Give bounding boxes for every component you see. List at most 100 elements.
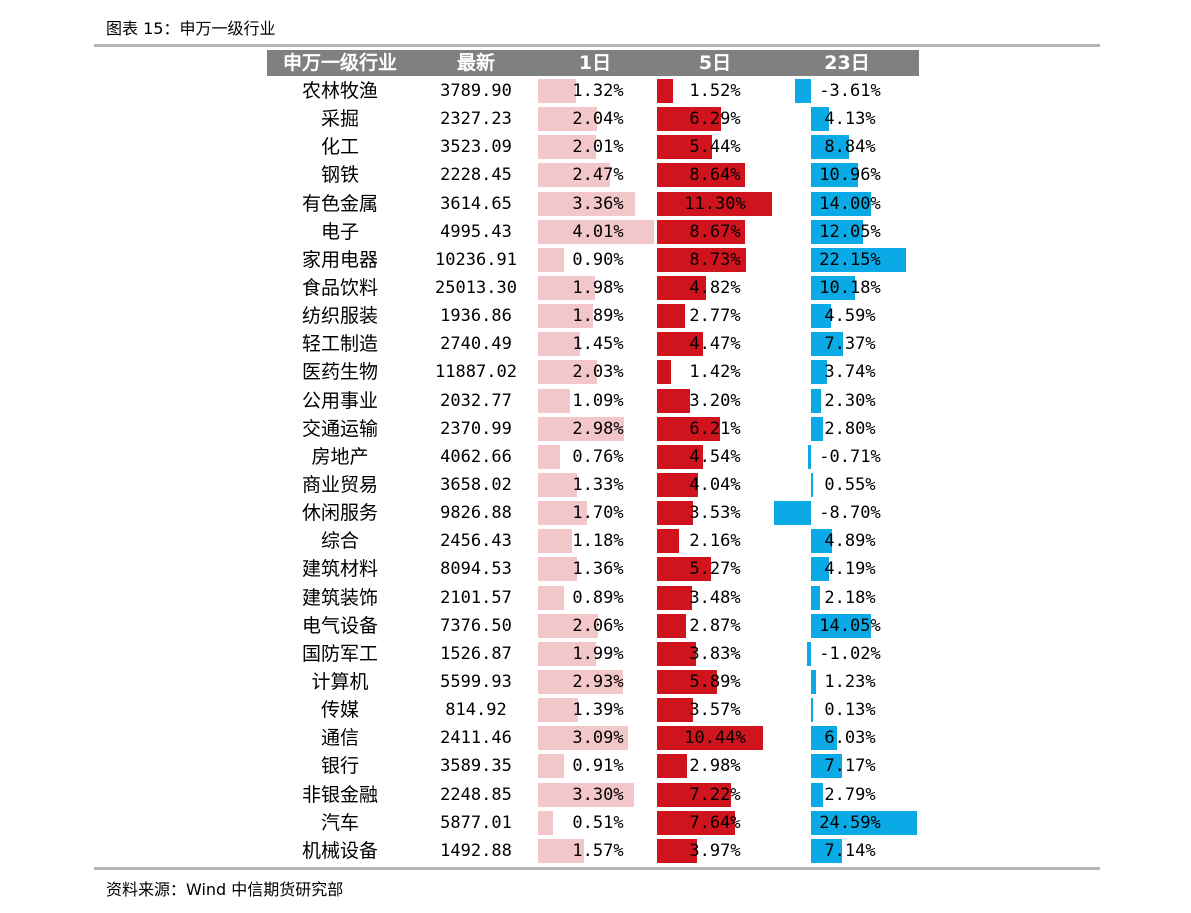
change-1d: 1.99% [572, 643, 624, 664]
bar-5d [657, 304, 686, 329]
bar-5d [657, 107, 722, 132]
latest-value: 2228.45 [440, 165, 512, 186]
bar-5d [657, 557, 711, 582]
top-rule [94, 44, 1100, 47]
latest-value: 3789.90 [440, 81, 512, 101]
change-23d: 10.96% [819, 165, 881, 186]
industry-name: 银行 [320, 755, 359, 778]
table-row: 纺织服装 1936.86 1.89% 2.77% 4.59% [0, 302, 1191, 330]
change-5d: 3.53% [689, 503, 741, 524]
latest-value: 10236.91 [435, 249, 517, 270]
industry-name: 公用事业 [301, 389, 378, 412]
table-row: 建筑装饰 2101.57 0.89% 3.48% 2.18% [0, 584, 1191, 612]
industry-name: 钢铁 [320, 164, 359, 187]
table-row: 农林牧渔 3789.90 1.32% 1.52% -3.61% [0, 77, 1191, 105]
bar-5d [657, 754, 688, 779]
bar-1d [538, 641, 596, 666]
table-row: 采掘 2327.23 2.04% 6.29% 4.13% [0, 105, 1191, 133]
bar-5d [657, 585, 693, 610]
change-1d: 1.32% [572, 81, 624, 101]
bar-5d [657, 416, 721, 441]
change-1d: 3.09% [572, 728, 624, 749]
latest-value: 3614.65 [440, 193, 512, 214]
latest-value: 5877.01 [440, 812, 512, 833]
bar-23d [811, 754, 842, 779]
table-row: 交通运输 2370.99 2.98% 6.21% 2.80% [0, 415, 1191, 443]
bar-5d [657, 163, 746, 188]
change-5d: 4.04% [689, 474, 741, 495]
latest-value: 2411.46 [440, 728, 512, 749]
bar-1d [538, 472, 577, 497]
table-row: 食品饮料 25013.30 1.98% 4.82% 10.18% [0, 274, 1191, 302]
table-row: 公用事业 2032.77 1.09% 3.20% 2.30% [0, 387, 1191, 415]
change-23d: 7.14% [824, 840, 876, 861]
table-row: 钢铁 2228.45 2.47% 8.64% 10.96% [0, 161, 1191, 189]
latest-value: 9826.88 [440, 503, 512, 524]
bar-23d [811, 191, 872, 216]
change-5d: 11.30% [684, 193, 746, 214]
change-1d: 1.18% [572, 531, 624, 552]
bar-5d [657, 698, 694, 723]
bar-23d [811, 135, 849, 160]
bar-5d [657, 360, 672, 385]
latest-value: 3523.09 [440, 137, 512, 158]
industry-name: 交通运输 [301, 417, 378, 440]
bar-1d [538, 79, 577, 103]
bar-1d [538, 838, 584, 863]
table-row: 休闲服务 9826.88 1.70% 3.53% -8.70% [0, 499, 1191, 527]
industry-name: 汽车 [320, 811, 359, 834]
header-latest: 最新 [456, 52, 495, 74]
latest-value: 4995.43 [440, 221, 512, 242]
change-1d: 1.39% [572, 700, 624, 721]
change-1d: 0.89% [572, 587, 624, 608]
change-23d: 0.55% [824, 474, 876, 495]
table-row: 银行 3589.35 0.91% 2.98% 7.17% [0, 752, 1191, 780]
table-row: 机械设备 1492.88 1.57% 3.97% 7.14% [0, 837, 1191, 865]
bar-23d [811, 163, 859, 188]
bar-5d [657, 501, 693, 526]
change-23d: 0.13% [824, 700, 876, 721]
change-1d: 2.06% [572, 615, 624, 636]
bar-1d [538, 557, 578, 582]
change-23d: 14.05% [819, 615, 881, 636]
change-5d: 5.44% [689, 137, 741, 158]
change-23d: 4.89% [824, 531, 876, 552]
bar-23d [811, 388, 821, 413]
bar-5d [657, 191, 773, 216]
industry-name: 通信 [320, 727, 359, 750]
bar-5d [657, 669, 718, 694]
bar-5d [657, 219, 746, 244]
industry-name: 采掘 [320, 108, 359, 131]
latest-value: 25013.30 [435, 277, 517, 298]
change-23d: 2.30% [824, 390, 876, 411]
bar-5d [657, 247, 747, 272]
change-1d: 4.01% [572, 221, 624, 242]
table-row: 电子 4995.43 4.01% 8.67% 12.05% [0, 218, 1191, 246]
bar-5d [657, 782, 731, 807]
bar-5d [657, 838, 698, 863]
source-note: 资料来源：Wind 中信期货研究部 [106, 880, 344, 899]
industry-name: 综合 [320, 530, 359, 553]
industry-name: 休闲服务 [301, 502, 378, 525]
table-row: 传媒 814.92 1.39% 3.57% 0.13% [0, 696, 1191, 724]
industry-name: 化工 [320, 136, 359, 159]
bar-23d [811, 247, 907, 272]
bar-23d [811, 585, 821, 610]
change-5d: 7.22% [689, 784, 741, 805]
change-1d: 3.36% [572, 193, 624, 214]
bar-1d [538, 135, 597, 160]
industry-name: 建筑材料 [301, 558, 378, 581]
change-5d: 7.64% [689, 812, 741, 833]
industry-name: 机械设备 [301, 839, 378, 862]
bar-1d [538, 669, 623, 694]
change-1d: 1.98% [572, 277, 624, 298]
change-23d: 1.23% [824, 671, 876, 692]
bar-23d [811, 669, 817, 694]
bar-5d [657, 79, 673, 103]
latest-value: 5599.93 [440, 671, 512, 692]
change-5d: 5.89% [689, 671, 741, 692]
change-1d: 1.33% [572, 474, 624, 495]
change-1d: 1.70% [572, 503, 624, 524]
change-23d: 7.17% [824, 756, 876, 777]
table-row: 通信 2411.46 3.09% 10.44% 6.03% [0, 724, 1191, 752]
